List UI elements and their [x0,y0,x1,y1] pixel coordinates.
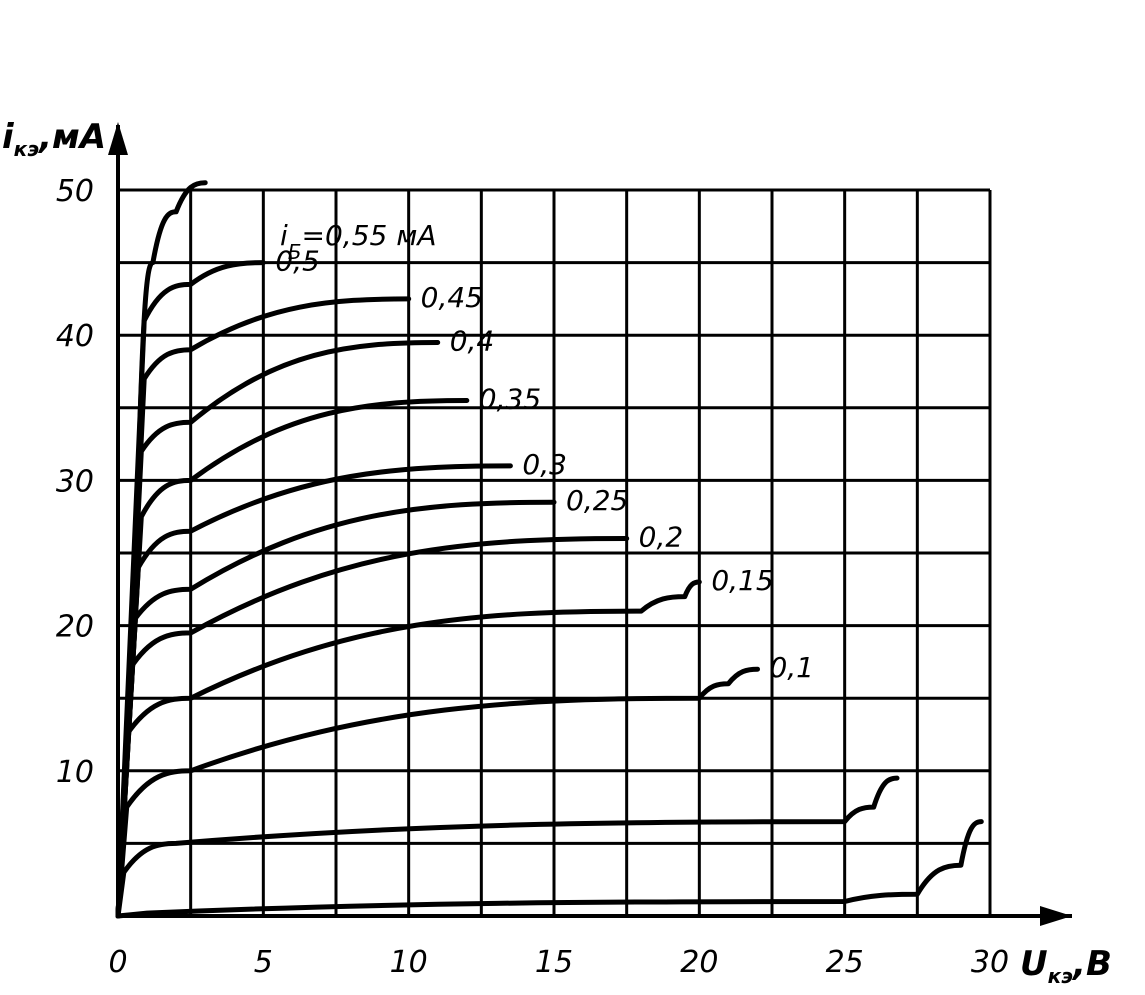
series-line-12 [115,819,984,919]
y-axis-arrow [108,122,128,155]
series-label: 0,5 [275,245,320,278]
tick-labels: 0 5 10 15 20 25 30 10 20 30 40 50 [56,174,1009,980]
series-line-10 [115,666,760,919]
x-tick-label: 5 [254,945,273,980]
series-line-4 [115,340,441,919]
curves [115,180,984,919]
y-tick-label: 20 [56,610,94,645]
x-tick-label: 15 [535,945,573,980]
x-tick-label: 30 [971,945,1009,980]
grid [118,188,992,916]
x-axis-label: Uкэ,В [1020,944,1112,988]
x-tick-label: 0 [108,945,127,980]
series-label: 0,45 [421,281,483,314]
series-label: 0,4 [450,324,495,357]
y-tick-label: 10 [56,755,94,790]
y-tick-label: 50 [56,174,94,209]
series-label: 0,1 [769,651,814,684]
series-line-6 [115,463,513,919]
y-tick-label: 40 [56,319,94,354]
series-line-5 [115,398,470,919]
series-label: 0,2 [639,520,684,553]
axes [108,122,1072,926]
series-line-3 [115,296,412,919]
x-tick-label: 20 [680,945,718,980]
y-tick-label: 30 [56,464,94,499]
x-tick-label: 10 [390,945,428,980]
param-label: iБ=0,55 мА [280,219,437,264]
series-label: 0,35 [479,383,541,416]
series-line-7 [115,499,557,919]
curve-labels: 0,5 0,45 0,4 0,35 0,30,25 0,2 0,15 0,1 [275,245,814,685]
y-axis-label: iкэ,мА [2,117,106,161]
series-line-9 [115,579,702,919]
series-line-2 [115,260,266,919]
series-line-8 [115,536,630,919]
series-label: 0,15 [711,564,773,597]
series-label: 0,3 [522,448,567,481]
x-tick-label: 25 [826,945,864,980]
series-line-11 [115,775,900,919]
x-axis-arrow [1040,906,1072,926]
series-label: 0,25 [566,484,628,517]
